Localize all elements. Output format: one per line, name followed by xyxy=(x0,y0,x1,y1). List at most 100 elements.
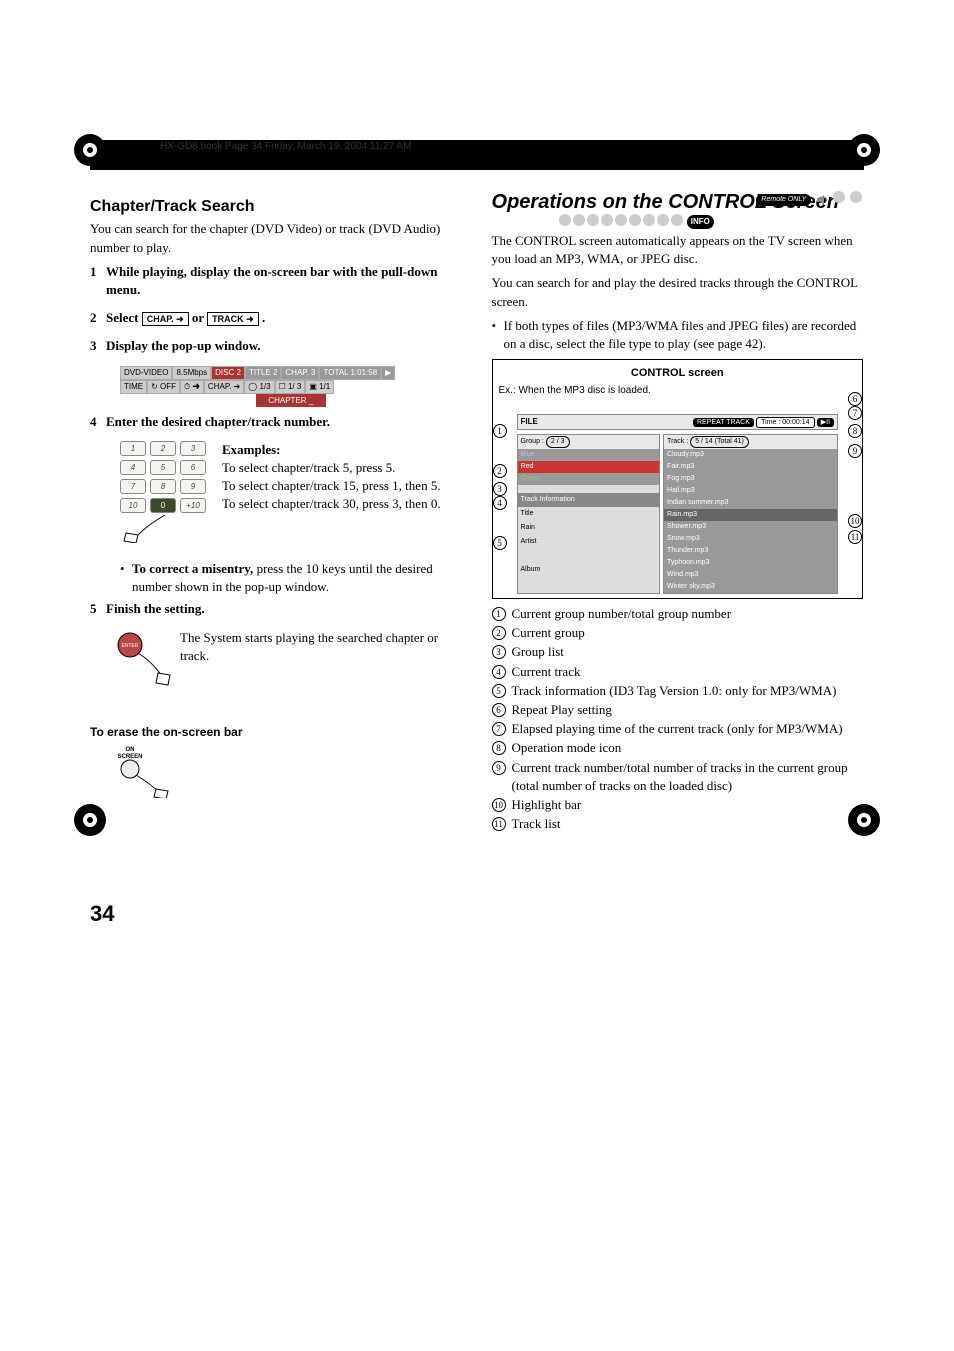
ctrl-info-title: Title xyxy=(518,507,660,521)
legend-4: Current track xyxy=(512,663,581,681)
example-2: To select chapter/track 15, press 1, the… xyxy=(222,478,441,493)
callout-8: 8 xyxy=(848,424,862,438)
ctrl-group-item: Green xyxy=(518,473,660,485)
osd-repeat: ↻ OFF xyxy=(147,380,180,394)
step-3-text: Display the pop-up window. xyxy=(106,337,462,355)
osd-chap: CHAP. 3 xyxy=(281,366,319,380)
osd-sub: ☐ 1/ 3 xyxy=(275,380,306,394)
legend-num-6: 6 xyxy=(492,703,506,717)
key-5: 5 xyxy=(150,460,176,475)
ctrl-track-item: Winter sky.mp3 xyxy=(664,581,837,593)
info-badge: INFO xyxy=(687,215,714,228)
step-number: 5 xyxy=(90,600,106,618)
book-header: HX-GD8.book Page 34 Friday, March 19, 20… xyxy=(160,140,411,154)
legend-8: Operation mode icon xyxy=(512,739,622,757)
example-1: To select chapter/track 5, press 5. xyxy=(222,460,395,475)
ctrl-track-item: Fog.mp3 xyxy=(664,473,837,485)
key-10: 10 xyxy=(120,498,146,513)
chapter-search-heading: Chapter/Track Search xyxy=(90,196,462,218)
legend-num-4: 4 xyxy=(492,665,506,679)
control-intro-1: The CONTROL screen automatically appears… xyxy=(492,232,864,268)
control-screen-figure: CONTROL screen Ex.: When the MP3 disc is… xyxy=(492,359,864,599)
example-3: To select chapter/track 30, press 3, the… xyxy=(222,496,441,511)
ctrl-track-item: Fair.mp3 xyxy=(664,461,837,473)
callout-4: 4 xyxy=(493,496,507,510)
key-8: 8 xyxy=(150,479,176,494)
ctrl-info-album: Album xyxy=(518,563,660,577)
step-1-text: While playing, display the on-screen bar… xyxy=(106,263,462,299)
miscorrect-note: To correct a misentry, press the 10 keys… xyxy=(132,560,462,596)
chap-pill: CHAP. ➜ xyxy=(142,312,189,327)
crop-mark-tr xyxy=(834,120,894,180)
callout-7: 7 xyxy=(848,406,862,420)
key-plus10: +10 xyxy=(180,498,206,513)
legend-1: Current group number/total group number xyxy=(512,605,732,623)
legend-3: Group list xyxy=(512,643,564,661)
legend-num-10: 10 xyxy=(492,798,506,812)
legend-num-9: 9 xyxy=(492,761,506,775)
dot-decoration xyxy=(850,191,862,203)
examples-heading: Examples: xyxy=(222,442,281,457)
ctrl-info-artist-value xyxy=(518,549,660,563)
crop-mark-br xyxy=(834,790,894,850)
osd-title: TITLE 2 xyxy=(245,366,281,380)
chapter-search-intro: You can search for the chapter (DVD Vide… xyxy=(90,220,462,256)
legend-5: Track information (ID3 Tag Version 1.0: … xyxy=(512,682,837,700)
onscreen-button-figure: ON SCREEN xyxy=(110,743,462,803)
osd-clock: ⏱ ➜ xyxy=(180,380,204,394)
ctrl-group-item: Blue xyxy=(518,449,660,461)
ctrl-track-item: Indian summer.mp3 xyxy=(664,497,837,509)
svg-text:ENTER: ENTER xyxy=(122,643,139,649)
control-bullet: If both types of files (MP3/WMA files an… xyxy=(504,317,864,353)
sound-icon xyxy=(815,193,829,207)
dots-row xyxy=(558,213,684,231)
key-1: 1 xyxy=(120,441,146,456)
callout-3: 3 xyxy=(493,482,507,496)
ctrl-group-item-selected: Red xyxy=(518,461,660,473)
ctrl-file-label: FILE xyxy=(521,416,538,427)
key-6: 6 xyxy=(180,460,206,475)
osd-time: TIME xyxy=(120,380,147,394)
osd-bar-figure: DVD-VIDEO 8.5Mbps DISC 2 TITLE 2 CHAP. 3… xyxy=(120,366,462,407)
legend-num-7: 7 xyxy=(492,722,506,736)
ctrl-track-item: Hail.mp3 xyxy=(664,485,837,497)
track-pill: TRACK ➜ xyxy=(207,312,259,327)
finish-note: The System starts playing the searched c… xyxy=(180,629,462,694)
osd-audio: ◯ 1/3 xyxy=(244,380,274,394)
erase-heading: To erase the on-screen bar xyxy=(90,724,462,741)
ctrl-track-item: Typhoon.mp3 xyxy=(664,557,837,569)
svg-text:ON: ON xyxy=(126,747,135,753)
crop-mark-tl xyxy=(60,120,120,180)
legend-7: Elapsed playing time of the current trac… xyxy=(512,720,843,738)
ctrl-info-album-value xyxy=(518,577,660,591)
ctrl-title: CONTROL screen xyxy=(497,366,859,381)
ctrl-trackinfo-head: Track Information xyxy=(518,493,660,507)
callout-2: 2 xyxy=(493,464,507,478)
callout-1: 1 xyxy=(493,424,507,438)
key-2: 2 xyxy=(150,441,176,456)
remote-only-badge: Remote ONLY xyxy=(756,194,811,206)
ctrl-play-icon: ▶II xyxy=(817,418,834,428)
callout-10: 10 xyxy=(848,514,862,528)
legend-num-5: 5 xyxy=(492,684,506,698)
osd-dvdvideo: DVD-VIDEO xyxy=(120,366,172,380)
osd-bitrate: 8.5Mbps xyxy=(172,366,211,380)
ctrl-track-item: Wind.mp3 xyxy=(664,569,837,581)
legend-num-1: 1 xyxy=(492,607,506,621)
osd-total: TOTAL 1:01:58 xyxy=(319,366,381,380)
key-4: 4 xyxy=(120,460,146,475)
legend-num-3: 3 xyxy=(492,645,506,659)
osd-disc: DISC 2 xyxy=(211,366,245,380)
callout-6: 6 xyxy=(848,392,862,406)
ctrl-repeat-chip: REPEAT TRACK xyxy=(693,418,754,428)
keypad-figure: 1 2 3 4 5 6 7 8 9 10 0 +10 xyxy=(120,441,206,513)
ctrl-time-chip: Time : 00:00:14 xyxy=(756,417,814,429)
legend-2: Current group xyxy=(512,624,585,642)
svg-text:SCREEN: SCREEN xyxy=(117,754,142,760)
ctrl-info-title-value: Rain xyxy=(518,521,660,535)
osd-chapter-input: CHAPTER _ xyxy=(256,394,326,407)
step-number: 2 xyxy=(90,309,106,327)
ctrl-track-item: Cloudy.mp3 xyxy=(664,449,837,461)
legend-9: Current track number/total number of tra… xyxy=(512,759,864,795)
key-9: 9 xyxy=(180,479,206,494)
